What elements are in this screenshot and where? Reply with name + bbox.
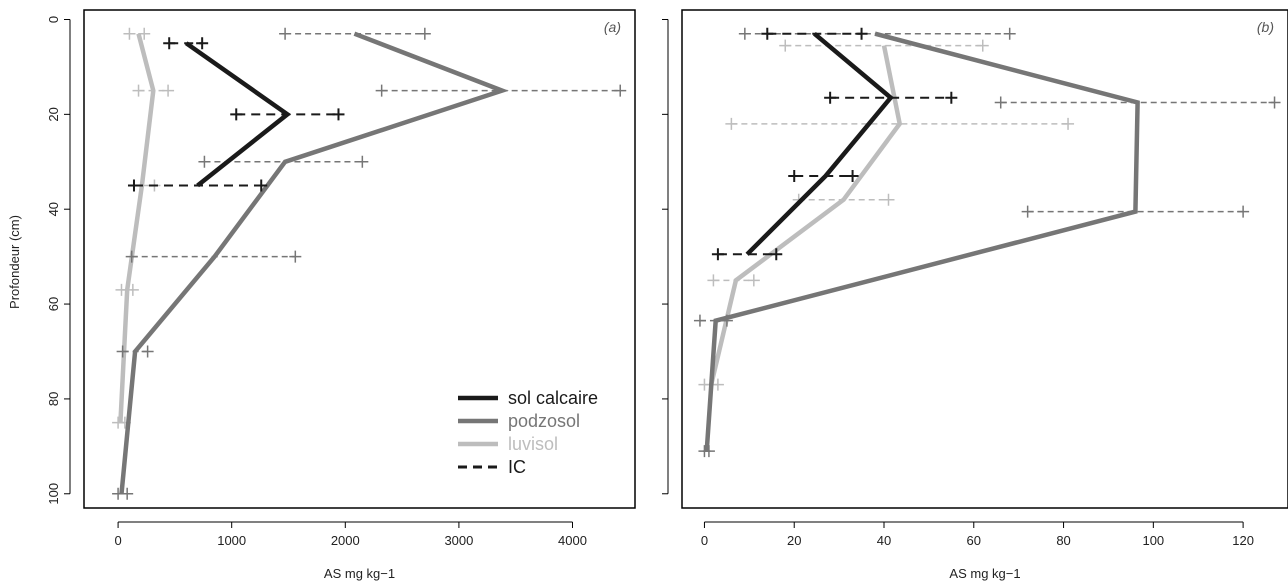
ci-cross-luvisol-b — [711, 378, 724, 391]
ci-cross-luvisol-b — [747, 274, 760, 287]
ci-cross-podzosol-a — [614, 84, 627, 97]
legend-label-podzosol: podzosol — [508, 411, 580, 431]
panel-label-b: (b) — [1257, 19, 1274, 35]
x-tick-label-b: 40 — [877, 533, 891, 548]
ci-cross-luvisol-b — [779, 39, 792, 52]
ci-cross-podzosol-b — [738, 27, 751, 40]
panel-a: 0 1000 2000 3000 4000 AS mg kg−1 0 20 40 60 80 100 (… — [46, 9, 636, 581]
series-line-sol-calcaire-b — [745, 31, 894, 256]
ci-cross-sol_calcaire-a — [230, 108, 243, 121]
ci-cross-sol_calcaire-b — [846, 170, 859, 182]
x-tick-label-a: 1000 — [217, 533, 246, 548]
panel-label-a: (a) — [604, 19, 621, 35]
y-tick-label-a: 60 — [46, 297, 61, 311]
x-tick-label-b: 20 — [787, 533, 801, 548]
ci-cross-podzosol-b — [693, 314, 706, 327]
x-tick-label-a: 4000 — [558, 533, 587, 548]
ci-cross-sol_calcaire-b — [761, 27, 774, 40]
series-line-sol-calcaire-a — [184, 41, 292, 188]
legend-label-ic: IC — [508, 457, 526, 477]
ci-cross-podzosol-a — [125, 250, 138, 263]
ci-cross-sol_calcaire-a — [127, 179, 140, 192]
y-tick-label-a: 80 — [46, 392, 61, 406]
x-tick-label-b: 60 — [967, 533, 981, 548]
ci-cross-luvisol-b — [725, 117, 738, 130]
ci-cross-podzosol-b — [994, 96, 1007, 109]
x-tick-label-b: 100 — [1142, 533, 1164, 548]
legend-label-luvisol: luvisol — [508, 434, 558, 454]
ci-cross-podzosol-a — [141, 345, 154, 358]
x-tick-label-b: 120 — [1232, 533, 1254, 548]
x-axis-label-a: AS mg kg−1 — [324, 566, 395, 581]
ci-cross-sol_calcaire-b — [711, 248, 724, 261]
legend-label-sol-calcaire: sol calcaire — [508, 388, 598, 408]
ci-cross-podzosol-b — [1021, 205, 1034, 218]
series-line-luvisol-b — [709, 45, 903, 386]
ci-cross-sol_calcaire-b — [770, 248, 783, 261]
ci-cross-luvisol-b — [698, 378, 711, 391]
ci-cross-luvisol-b — [1062, 117, 1075, 130]
series-line-luvisol-a — [118, 33, 156, 423]
ci-cross-luvisol-b — [707, 274, 720, 287]
plot-frame-b — [681, 9, 1288, 509]
ci-cross-luvisol-a — [162, 84, 175, 97]
ci-cross-sol_calcaire-b — [945, 91, 958, 104]
ci-cross-sol_calcaire-a — [332, 108, 345, 121]
y-axis-label: Profondeur (cm) — [7, 215, 22, 309]
plot-frame-a — [83, 9, 636, 509]
y-tick-label-a: 20 — [46, 107, 61, 121]
ci-cross-luvisol-b — [976, 39, 989, 52]
panel-b: 0 20 40 60 80 100 120 AS mg kg−1 (b) — [662, 9, 1288, 581]
ci-cross-sol_calcaire-a — [196, 37, 209, 50]
ci-cross-podzosol-a — [356, 155, 369, 168]
x-tick-label-a: 0 — [114, 533, 121, 548]
ci-cross-podzosol-a — [116, 345, 129, 358]
series-line-podzosol-b — [704, 31, 1140, 452]
ci-cross-podzosol-a — [289, 250, 302, 263]
ci-cross-sol_calcaire-b — [855, 27, 868, 40]
ci-cross-podzosol-a — [198, 155, 211, 168]
ci-cross-podzosol-b — [1003, 27, 1016, 40]
ci-cross-luvisol-b — [882, 193, 895, 206]
y-tick-label-a: 40 — [46, 202, 61, 216]
ci-cross-sol_calcaire-b — [788, 170, 801, 182]
ci-cross-luvisol-a — [123, 27, 136, 40]
legend: sol calcaire podzosol luvisol IC — [458, 388, 598, 477]
ci-cross-sol_calcaire-a — [163, 37, 176, 50]
ci-cross-podzosol-a — [418, 27, 431, 40]
ci-cross-podzosol-b — [1237, 205, 1250, 218]
ci-cross-podzosol-a — [279, 27, 292, 40]
ci-cross-sol_calcaire-b — [824, 91, 837, 104]
y-tick-label-a: 100 — [46, 483, 61, 505]
ci-cross-sol_calcaire-a — [255, 179, 268, 192]
ci-cross-podzosol-a — [375, 84, 388, 97]
x-tick-label-a: 3000 — [444, 533, 473, 548]
x-tick-label-a: 2000 — [331, 533, 360, 548]
y-tick-label-a: 0 — [46, 16, 61, 23]
x-axis-label-b: AS mg kg−1 — [949, 566, 1020, 581]
ci-cross-podzosol-b — [1268, 96, 1281, 109]
series-line-podzosol-a — [119, 31, 509, 495]
x-tick-label-b: 0 — [701, 533, 708, 548]
ci-cross-luvisol-a — [132, 84, 145, 97]
x-tick-label-b: 80 — [1056, 533, 1070, 548]
